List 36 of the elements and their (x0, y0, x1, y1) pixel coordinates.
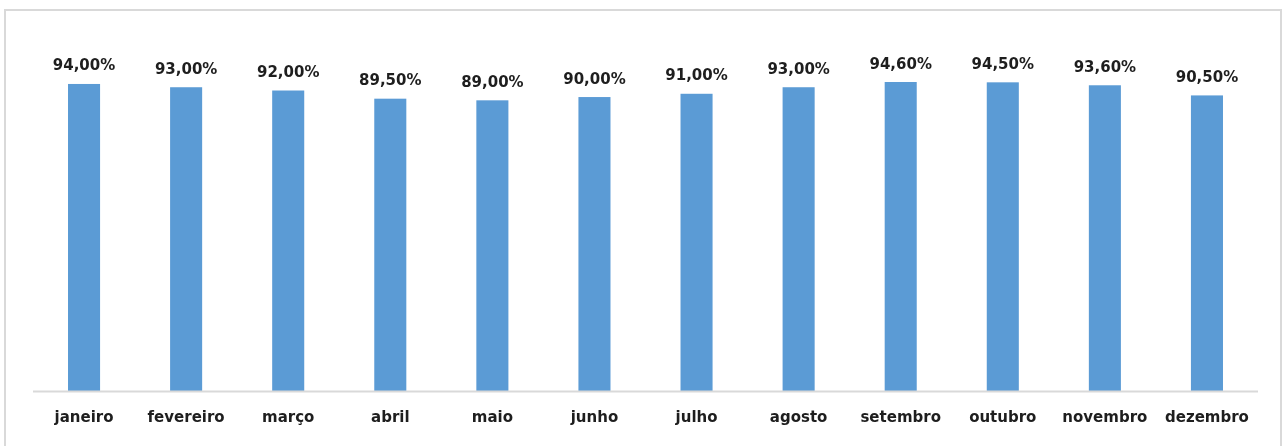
bar (374, 98, 407, 392)
data-label: 94,50% (971, 54, 1035, 73)
x-tick-label: maio (471, 408, 513, 426)
data-label: 91,00% (665, 66, 728, 85)
x-tick-label: julho (674, 408, 718, 426)
x-tick-label: junho (569, 408, 619, 426)
x-tick-label: abril (371, 408, 410, 426)
data-label: 92,00% (256, 63, 320, 82)
bar (782, 87, 815, 392)
data-label: 94,00% (52, 56, 116, 75)
data-label: 93,00% (767, 59, 830, 78)
x-tick-label: setembro (860, 408, 941, 426)
bar (1190, 95, 1223, 392)
x-tick-label: outubro (969, 408, 1037, 426)
bar (680, 93, 713, 392)
data-label: 90,50% (1175, 67, 1239, 86)
x-tick-label: março (262, 408, 315, 426)
x-tick-label: dezembro (1165, 408, 1249, 426)
data-label: 89,00% (461, 72, 524, 91)
bar (884, 82, 917, 392)
bar (1088, 85, 1121, 392)
x-tick-label: janeiro (53, 408, 114, 426)
bar (986, 82, 1019, 392)
x-tick-label: fevereiro (147, 408, 225, 426)
data-label: 93,60% (1073, 57, 1137, 76)
bar (170, 87, 203, 392)
data-label: 94,60% (869, 54, 932, 73)
data-label: 90,00% (563, 69, 626, 88)
data-label: 89,50% (359, 71, 422, 90)
data-label: 93,00% (154, 59, 218, 78)
bar (272, 90, 305, 392)
x-tick-label: novembro (1062, 408, 1148, 426)
bar (476, 100, 509, 392)
bar (578, 97, 611, 392)
bar (68, 83, 101, 392)
x-tick-label: agosto (769, 408, 828, 426)
